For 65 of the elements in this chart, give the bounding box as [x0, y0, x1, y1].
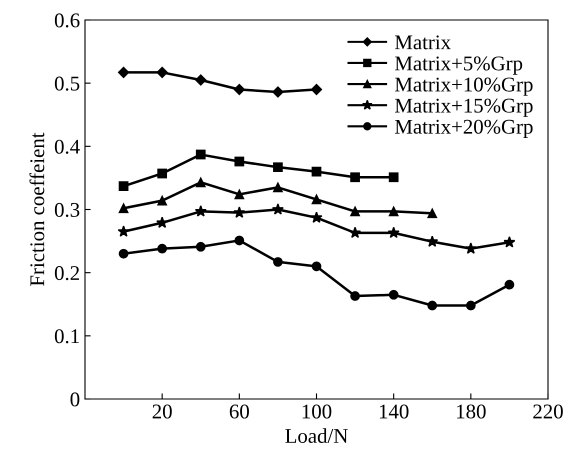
y-axis-title: Friction coeffeient — [29, 132, 44, 286]
point — [312, 194, 322, 204]
point — [350, 172, 360, 182]
point — [388, 206, 399, 216]
point — [312, 261, 322, 272]
point — [504, 280, 514, 290]
point — [118, 181, 128, 191]
point — [194, 205, 207, 217]
point — [157, 244, 168, 254]
point — [466, 300, 476, 310]
point — [234, 236, 244, 246]
point — [156, 66, 168, 78]
point — [233, 206, 246, 218]
legend-label: Matrix+15%Grp — [394, 98, 533, 117]
point — [388, 290, 399, 300]
y-tick-label: 0.1 — [54, 329, 79, 344]
point — [118, 225, 130, 237]
point — [349, 226, 362, 238]
point — [272, 203, 284, 215]
point — [273, 182, 283, 192]
legend-label: Matrix+10%Grp — [394, 78, 533, 96]
point — [195, 74, 206, 86]
point — [273, 257, 283, 267]
x-tick-label: 60 — [230, 404, 249, 419]
point — [464, 242, 477, 254]
point — [427, 300, 438, 310]
point — [234, 189, 244, 200]
point — [234, 84, 245, 96]
x-tick-label: 180 — [457, 404, 486, 419]
point — [157, 168, 168, 178]
x-tick-label: 20 — [152, 404, 172, 419]
y-tick-label: 0.6 — [54, 13, 80, 28]
point — [350, 291, 360, 301]
y-tick-label: 0.2 — [54, 266, 79, 280]
point — [388, 172, 399, 182]
legend-label: Matrix — [394, 35, 451, 50]
point — [310, 84, 322, 96]
point — [427, 208, 438, 218]
point — [157, 196, 168, 206]
point — [503, 236, 516, 248]
point — [118, 66, 130, 78]
y-tick-label: 0.3 — [54, 202, 80, 218]
point — [196, 242, 206, 252]
point — [156, 216, 168, 228]
x-tick-label: 140 — [380, 404, 408, 419]
x-tick-label: 220 — [533, 404, 563, 419]
point — [350, 206, 360, 216]
point — [196, 150, 206, 160]
y-tick-label: 0 — [70, 392, 80, 406]
point — [310, 211, 322, 223]
y-tick-label: 0.5 — [54, 76, 80, 91]
point — [234, 156, 244, 166]
legend-label: Matrix+5%Grp — [394, 56, 522, 75]
x-axis-title: Load/N — [285, 428, 348, 443]
legend-label: Matrix+20%Grp — [394, 120, 533, 138]
point — [196, 177, 206, 188]
point — [118, 248, 128, 259]
point — [273, 162, 283, 172]
y-tick-label: 0.4 — [54, 140, 80, 154]
point — [118, 203, 128, 214]
point — [272, 86, 284, 98]
point — [388, 226, 400, 238]
point — [426, 235, 438, 247]
x-tick-label: 100 — [302, 404, 332, 419]
point — [312, 166, 322, 176]
